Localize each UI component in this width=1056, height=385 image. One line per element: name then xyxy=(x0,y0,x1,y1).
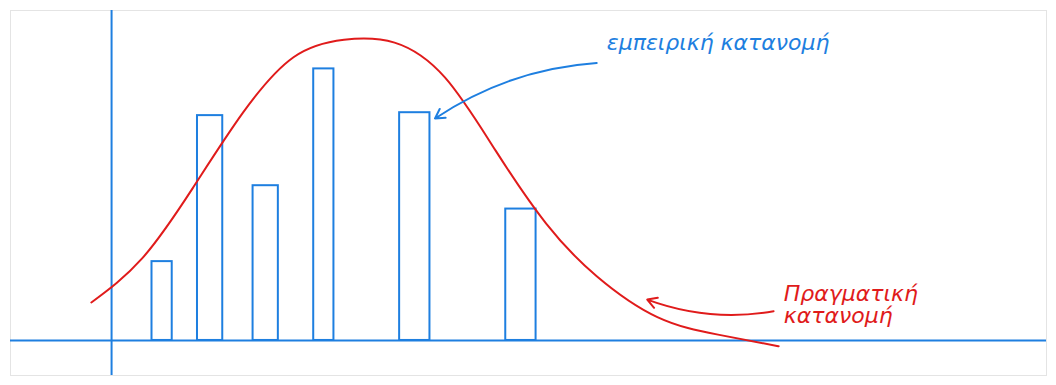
svg-text:εμπειρική κατανομή: εμπειρική κατανομή xyxy=(607,30,830,55)
svg-text:Πραγματικήκατανομή: Πραγματικήκατανομή xyxy=(784,281,918,328)
